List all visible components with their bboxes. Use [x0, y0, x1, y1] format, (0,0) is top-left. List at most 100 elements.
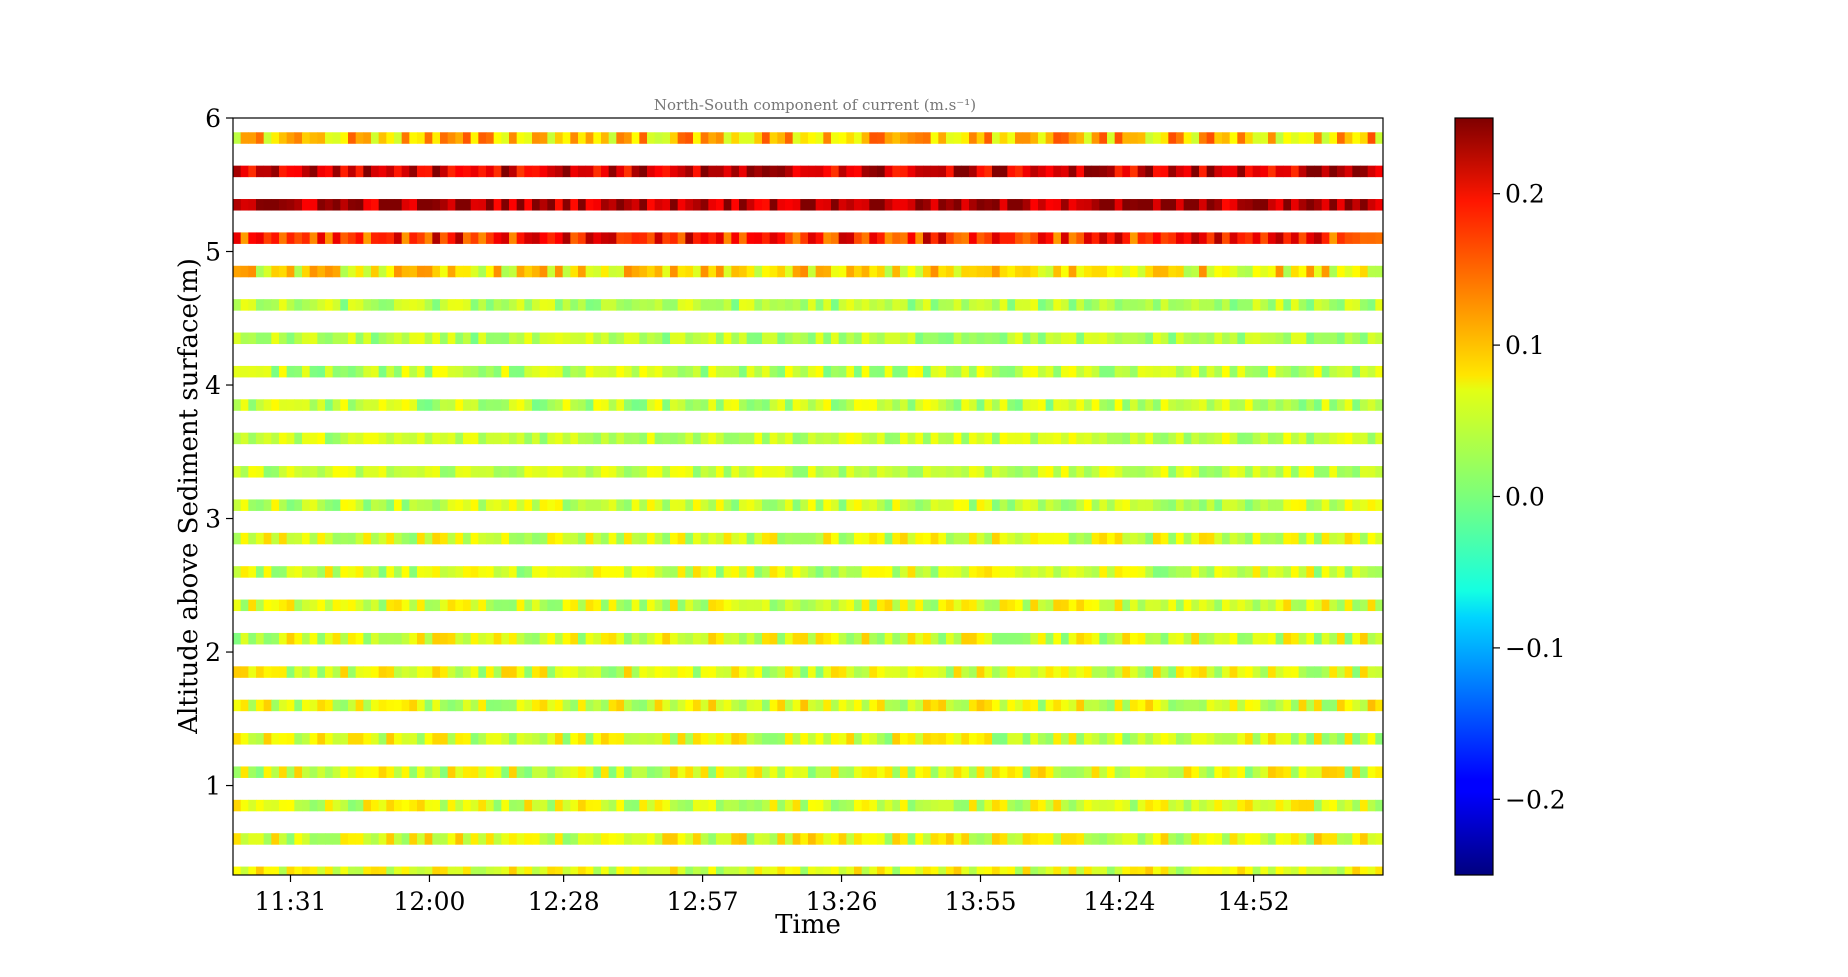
heatmap-cell [1337, 232, 1346, 244]
heatmap-cell [486, 165, 495, 178]
heatmap-cell [486, 866, 495, 875]
heatmap-cell [984, 299, 993, 311]
heatmap-cell [662, 733, 671, 745]
heatmap-cell [570, 365, 579, 378]
heatmap-cell [769, 666, 778, 678]
heatmap-cell [1306, 766, 1315, 778]
heatmap-cell [401, 666, 410, 678]
heatmap-cell [493, 365, 502, 378]
x-axis: 11:31 12:00 12:28 12:57 13:26 13:55 14:24 14:52 [254, 875, 1290, 916]
heatmap-cell [877, 799, 886, 812]
heatmap-cell [930, 165, 939, 178]
heatmap-cell [1237, 399, 1246, 411]
heatmap-cell [1107, 165, 1116, 178]
heatmap-cell [907, 332, 916, 345]
heatmap-cell [532, 599, 541, 612]
heatmap-cell [808, 299, 817, 311]
heatmap-cell [685, 566, 694, 578]
heatmap-cell [417, 265, 426, 278]
heatmap-cell [332, 265, 341, 278]
heatmap-cell [1206, 466, 1215, 478]
heatmap-cell [478, 365, 487, 378]
heatmap-cell [662, 632, 671, 645]
heatmap-cell [999, 365, 1008, 378]
heatmap-cell [578, 566, 587, 578]
heatmap-cell [501, 299, 510, 311]
heatmap-cell [317, 399, 326, 411]
heatmap-cell [325, 466, 334, 478]
heatmap-cell [371, 833, 380, 845]
heatmap-cell [1053, 232, 1062, 244]
heatmap-cell [1068, 299, 1077, 311]
heatmap-cell [386, 432, 395, 445]
heatmap-cell [1222, 532, 1231, 545]
heatmap-cell [808, 699, 817, 712]
heatmap-cell [486, 532, 495, 545]
heatmap-cell [616, 866, 625, 875]
heatmap-cell [355, 699, 364, 712]
heatmap-cell [1237, 766, 1246, 778]
heatmap-cell [478, 499, 487, 511]
heatmap-cell [570, 833, 579, 845]
heatmap-cell [1191, 666, 1200, 678]
heatmap-cell [478, 432, 487, 445]
heatmap-cell [731, 833, 740, 845]
heatmap-cell [1321, 666, 1330, 678]
heatmap-cell [1076, 499, 1085, 511]
heatmap-cell [1314, 165, 1323, 178]
heatmap-cell [846, 232, 855, 244]
heatmap-cell [631, 332, 640, 345]
heatmap-cell [240, 833, 249, 845]
heatmap-cell [785, 532, 794, 545]
heatmap-cell [386, 766, 395, 778]
heatmap-cell [854, 733, 863, 745]
heatmap-cell [624, 666, 633, 678]
heatmap-cell [240, 733, 249, 745]
heatmap-cell [585, 265, 594, 278]
heatmap-cell [271, 499, 280, 511]
heatmap-cell [409, 232, 418, 244]
heatmap-cell [1375, 399, 1384, 411]
heatmap-cell [1114, 499, 1123, 511]
heatmap-cell [1176, 799, 1185, 812]
heatmap-cell [532, 833, 541, 845]
heatmap-cell [263, 132, 272, 144]
heatmap-cell [708, 666, 717, 678]
heatmap-cell [953, 499, 962, 511]
heatmap-cell [647, 132, 656, 144]
heatmap-cell [923, 365, 932, 378]
heatmap-cell [1145, 199, 1154, 211]
heatmap-cell [700, 733, 709, 745]
heatmap-cell [432, 165, 441, 178]
heatmap-cell [1007, 833, 1016, 845]
heatmap-cell [440, 532, 449, 545]
heatmap-cell [846, 199, 855, 211]
heatmap-cell [953, 265, 962, 278]
heatmap-cell [348, 532, 357, 545]
heatmap-cell [1007, 199, 1016, 211]
heatmap-cell [708, 833, 717, 845]
heatmap-cell [731, 432, 740, 445]
heatmap-cell [1168, 132, 1177, 144]
heatmap-cell [309, 466, 318, 478]
heatmap-cell [1298, 432, 1307, 445]
heatmap-cell [861, 699, 870, 712]
heatmap-cell [1030, 566, 1039, 578]
heatmap-cell [608, 132, 617, 144]
heatmap-cell [1252, 699, 1261, 712]
heatmap-cell [823, 599, 832, 612]
heatmap-cell [754, 299, 763, 311]
heatmap-cell [831, 265, 840, 278]
heatmap-cell [440, 699, 449, 712]
heatmap-cell [762, 499, 771, 511]
heatmap-cell [1091, 299, 1100, 311]
heatmap-cell [1352, 833, 1361, 845]
heatmap-cell [831, 499, 840, 511]
heatmap-cell [248, 265, 257, 278]
heatmap-cell [1191, 365, 1200, 378]
heatmap-cell [1160, 199, 1169, 211]
heatmap-cell [1314, 432, 1323, 445]
heatmap-cell [654, 332, 663, 345]
heatmap-cell [562, 532, 571, 545]
heatmap-cell [501, 432, 510, 445]
